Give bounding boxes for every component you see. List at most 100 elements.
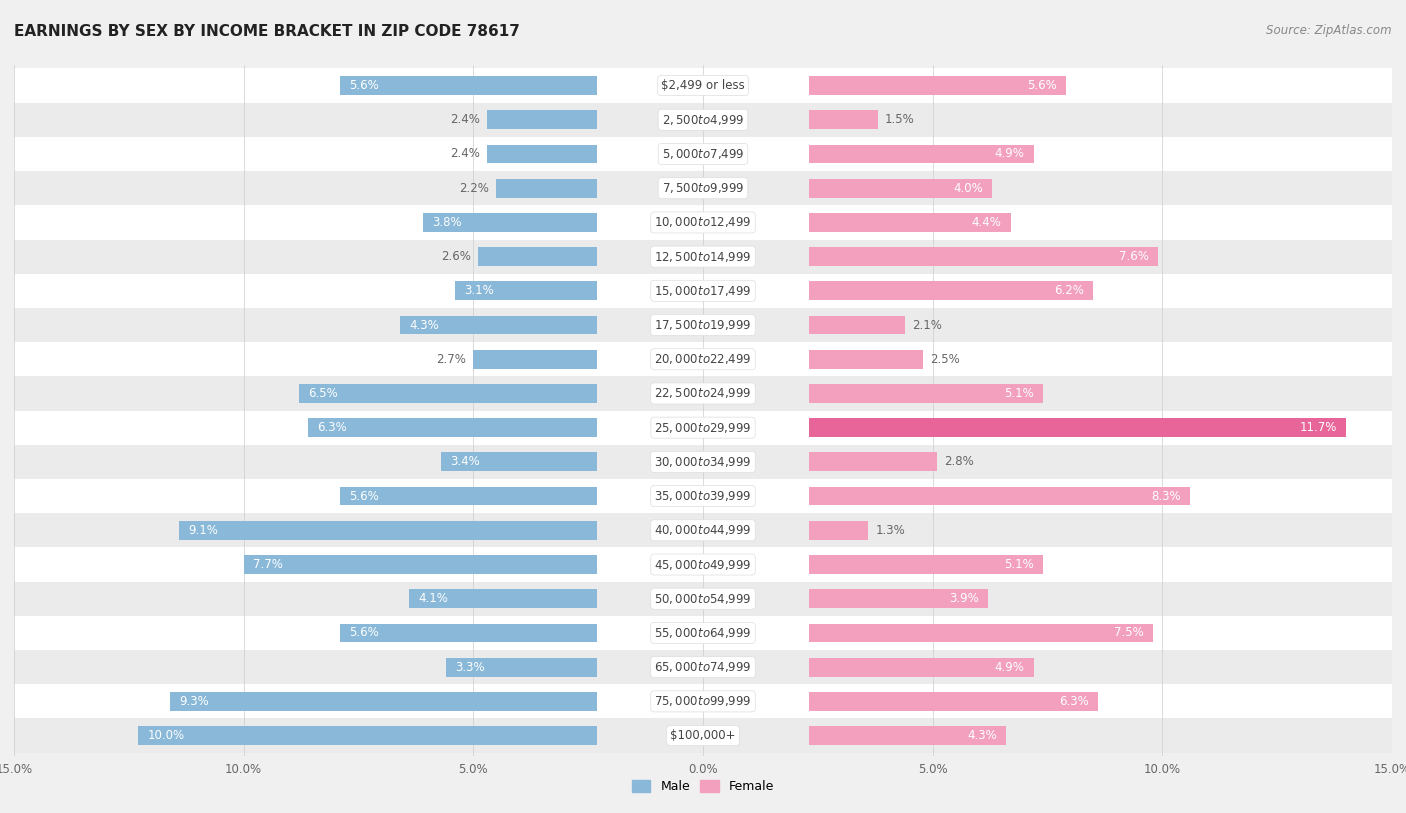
- Bar: [180, 521, 598, 540]
- Text: 7.7%: 7.7%: [253, 558, 283, 571]
- Bar: [808, 350, 924, 368]
- Bar: [138, 726, 598, 745]
- Bar: [808, 589, 988, 608]
- Bar: [14, 376, 1392, 411]
- Text: 1.5%: 1.5%: [884, 113, 914, 126]
- Text: 4.9%: 4.9%: [994, 147, 1025, 160]
- Text: 1.3%: 1.3%: [875, 524, 905, 537]
- Text: 9.1%: 9.1%: [188, 524, 218, 537]
- Text: 6.2%: 6.2%: [1054, 285, 1084, 298]
- Bar: [446, 658, 598, 676]
- Text: $5,000 to $7,499: $5,000 to $7,499: [662, 147, 744, 161]
- Bar: [14, 445, 1392, 479]
- Text: 4.3%: 4.3%: [409, 319, 439, 332]
- Text: 2.4%: 2.4%: [450, 147, 481, 160]
- Text: 5.6%: 5.6%: [349, 627, 380, 640]
- Text: 6.5%: 6.5%: [308, 387, 337, 400]
- Bar: [496, 179, 598, 198]
- Bar: [14, 68, 1392, 102]
- Bar: [299, 384, 598, 403]
- Text: $17,500 to $19,999: $17,500 to $19,999: [654, 318, 752, 332]
- Bar: [14, 719, 1392, 753]
- Bar: [486, 111, 598, 129]
- Bar: [14, 171, 1392, 206]
- Text: $75,000 to $99,999: $75,000 to $99,999: [654, 694, 752, 708]
- Bar: [340, 76, 598, 95]
- Text: 4.9%: 4.9%: [994, 661, 1025, 674]
- Text: 2.5%: 2.5%: [931, 353, 960, 366]
- Text: $65,000 to $74,999: $65,000 to $74,999: [654, 660, 752, 674]
- Bar: [808, 487, 1189, 506]
- Bar: [808, 281, 1094, 300]
- Text: 2.8%: 2.8%: [945, 455, 974, 468]
- Bar: [14, 581, 1392, 615]
- Text: 10.0%: 10.0%: [148, 729, 184, 742]
- Bar: [808, 145, 1033, 163]
- Text: $35,000 to $39,999: $35,000 to $39,999: [654, 489, 752, 503]
- Bar: [808, 247, 1157, 266]
- Bar: [14, 513, 1392, 547]
- Text: 4.0%: 4.0%: [953, 181, 983, 194]
- Text: $40,000 to $44,999: $40,000 to $44,999: [654, 524, 752, 537]
- Text: 5.1%: 5.1%: [1004, 558, 1033, 571]
- Bar: [486, 145, 598, 163]
- Text: $45,000 to $49,999: $45,000 to $49,999: [654, 558, 752, 572]
- Bar: [808, 418, 1346, 437]
- Text: 2.1%: 2.1%: [912, 319, 942, 332]
- Bar: [808, 76, 1066, 95]
- Bar: [14, 547, 1392, 581]
- Bar: [808, 726, 1007, 745]
- Bar: [308, 418, 598, 437]
- Text: 8.3%: 8.3%: [1152, 489, 1181, 502]
- Bar: [808, 179, 993, 198]
- Bar: [14, 479, 1392, 513]
- Bar: [808, 111, 877, 129]
- Text: 2.4%: 2.4%: [450, 113, 481, 126]
- Text: $50,000 to $54,999: $50,000 to $54,999: [654, 592, 752, 606]
- Text: 5.6%: 5.6%: [349, 489, 380, 502]
- Text: 4.3%: 4.3%: [967, 729, 997, 742]
- Text: 4.1%: 4.1%: [418, 592, 449, 605]
- Bar: [14, 308, 1392, 342]
- Text: $10,000 to $12,499: $10,000 to $12,499: [654, 215, 752, 229]
- Bar: [474, 350, 598, 368]
- Bar: [456, 281, 598, 300]
- Text: 5.6%: 5.6%: [349, 79, 380, 92]
- Text: 3.4%: 3.4%: [450, 455, 479, 468]
- Bar: [14, 615, 1392, 650]
- Bar: [808, 658, 1033, 676]
- Text: 11.7%: 11.7%: [1299, 421, 1337, 434]
- Text: $2,499 or less: $2,499 or less: [661, 79, 745, 92]
- Text: 7.5%: 7.5%: [1114, 627, 1144, 640]
- Text: $2,500 to $4,999: $2,500 to $4,999: [662, 113, 744, 127]
- Bar: [441, 453, 598, 472]
- Bar: [14, 240, 1392, 274]
- Bar: [409, 589, 598, 608]
- Text: EARNINGS BY SEX BY INCOME BRACKET IN ZIP CODE 78617: EARNINGS BY SEX BY INCOME BRACKET IN ZIP…: [14, 24, 520, 39]
- Bar: [423, 213, 598, 232]
- Bar: [340, 624, 598, 642]
- Text: 3.9%: 3.9%: [949, 592, 979, 605]
- Text: $100,000+: $100,000+: [671, 729, 735, 742]
- Text: Source: ZipAtlas.com: Source: ZipAtlas.com: [1267, 24, 1392, 37]
- Text: $22,500 to $24,999: $22,500 to $24,999: [654, 386, 752, 401]
- Bar: [14, 342, 1392, 376]
- Text: 6.3%: 6.3%: [318, 421, 347, 434]
- Bar: [808, 315, 905, 334]
- Bar: [808, 624, 1153, 642]
- Text: $55,000 to $64,999: $55,000 to $64,999: [654, 626, 752, 640]
- Bar: [340, 487, 598, 506]
- Text: 6.3%: 6.3%: [1059, 695, 1088, 708]
- Bar: [14, 206, 1392, 240]
- Text: $15,000 to $17,499: $15,000 to $17,499: [654, 284, 752, 298]
- Text: 9.3%: 9.3%: [180, 695, 209, 708]
- Bar: [808, 453, 938, 472]
- Text: 7.6%: 7.6%: [1119, 250, 1149, 263]
- Text: 3.8%: 3.8%: [432, 216, 461, 229]
- Bar: [808, 384, 1043, 403]
- Bar: [14, 650, 1392, 685]
- Text: 5.1%: 5.1%: [1004, 387, 1033, 400]
- Bar: [170, 692, 598, 711]
- Bar: [808, 521, 869, 540]
- Text: 2.7%: 2.7%: [437, 353, 467, 366]
